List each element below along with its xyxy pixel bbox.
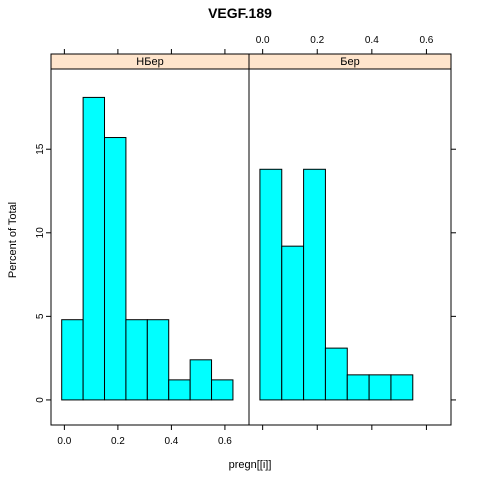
y-tick-label: 10 (35, 227, 46, 239)
histogram-bar (390, 374, 414, 401)
y-axis-label: Percent of Total (7, 202, 19, 278)
bars-ber (259, 168, 414, 401)
axes: 0 5 10 15 0.0 0.2 0.4 0.6 0.0 0.2 0.4 0.6 (35, 35, 456, 447)
strip-label-ber: Бер (340, 56, 359, 68)
chart-title: VEGF.189 (208, 5, 272, 21)
histogram-bar (303, 168, 326, 401)
histogram-bar (211, 379, 234, 401)
y-tick-label: 15 (35, 143, 46, 155)
y-tick-label: 0 (35, 397, 46, 403)
histogram-bar (189, 359, 213, 401)
x-tick-label: 0.6 (218, 436, 232, 447)
histogram-bar (82, 96, 106, 401)
x-axis-label: pregn[[i]] (229, 459, 272, 471)
histogram-bar (104, 137, 127, 401)
strip-label-nber: НБер (136, 56, 163, 68)
histogram-bar (259, 168, 283, 401)
panel-nber: НБер (50, 53, 250, 426)
histogram-bar (368, 374, 392, 401)
x-tick-label-top: 0.0 (256, 35, 270, 46)
x-tick-label-top: 0.6 (419, 35, 433, 46)
histogram-bar (346, 374, 370, 401)
x-tick-label-top: 0.4 (365, 35, 379, 46)
histogram-bar (168, 379, 191, 401)
histogram-bar (61, 319, 84, 401)
x-tick-label: 0.0 (57, 436, 71, 447)
x-tick-label: 0.2 (111, 436, 125, 447)
histogram-bar (146, 319, 170, 401)
histogram-bar (324, 347, 348, 401)
histogram-bar (125, 319, 148, 401)
panel-ber: Бер (248, 53, 452, 426)
x-tick-label: 0.4 (164, 436, 178, 447)
y-tick-label: 5 (35, 313, 46, 319)
panel-frame-ber (248, 53, 452, 426)
histogram-bar (281, 245, 305, 401)
x-tick-label-top: 0.2 (310, 35, 324, 46)
bars-nber (61, 96, 234, 401)
